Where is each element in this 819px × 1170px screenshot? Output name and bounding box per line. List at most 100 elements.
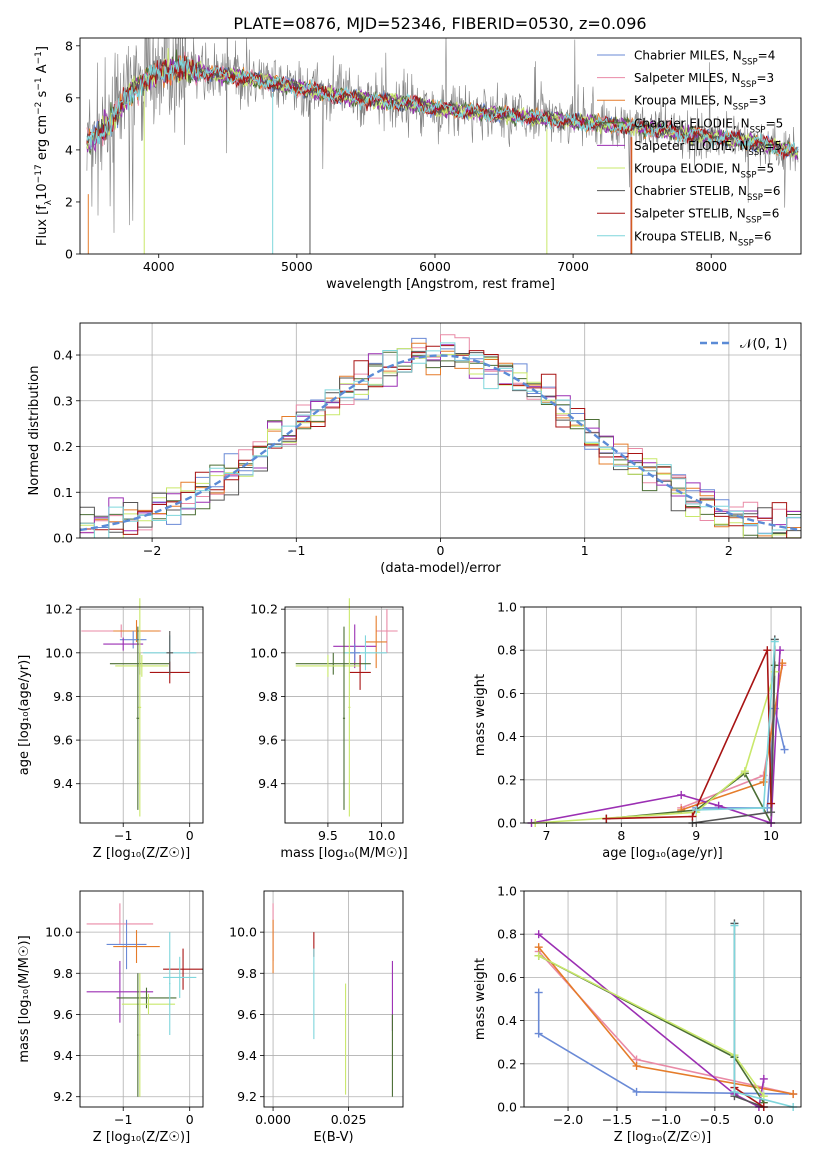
panel-residuals	[76, 322, 802, 542]
legend-entry-part: =3	[749, 94, 767, 108]
legend-entry: Chabrier ELODIE, NSSP=5	[634, 116, 783, 135]
y-tick-label: 0.2	[497, 772, 517, 787]
axes-frame	[284, 606, 404, 824]
y-axis-label-part: Flux [f	[35, 205, 50, 246]
y-tick-label: 9.6	[237, 1007, 257, 1022]
legend-entry-part: Chabrier ELODIE, N	[634, 116, 750, 130]
axes-frame	[79, 890, 204, 1108]
x-tick-label: 5000	[281, 259, 313, 274]
y-tick-label: 9.8	[258, 689, 278, 704]
x-tick-label: 9	[692, 828, 700, 843]
y-tick-label: 1.0	[497, 600, 517, 615]
y-tick-label: 9.4	[53, 776, 73, 791]
x-axis-label: Z [log₁₀(Z/Z☉)]	[614, 1130, 711, 1145]
x-tick-label: 0.025	[331, 1112, 367, 1127]
x-tick-label: 0.000	[255, 1112, 291, 1127]
series-line-chabrier-stelib	[692, 639, 776, 824]
legend-entry-part: SSP	[742, 58, 758, 68]
y-tick-label: 10.0	[229, 925, 257, 940]
panel-mass-vs-ebv	[260, 890, 404, 1111]
spectrum-lines	[86, 38, 799, 254]
y-tick-label: 9.2	[53, 1089, 73, 1104]
y-tick-label: 9.8	[53, 689, 73, 704]
panel-mass-weight-vs-Z	[520, 890, 802, 1111]
x-tick-label: 0	[437, 543, 445, 558]
series-line-kroupa-elodie	[535, 671, 776, 824]
x-tick-label: 4000	[143, 259, 175, 274]
x-tick-label: −2	[143, 543, 161, 558]
y-tick-label: 0.0	[53, 531, 73, 546]
legend-entry-part: Kroupa STELIB, N	[634, 229, 738, 243]
y-tick-label: 9.4	[258, 776, 278, 791]
y-axis-label: mass [log₁₀(M/M☉)]	[17, 935, 32, 1062]
x-tick-label: −1	[287, 543, 305, 558]
y-tick-label: 0.4	[497, 1013, 517, 1028]
y-tick-label: 0	[65, 247, 73, 262]
y-tick-label: 9.8	[237, 966, 257, 981]
legend-entry-part: Salpeter ELODIE, N	[634, 139, 748, 153]
axes-frame	[79, 322, 802, 539]
legend-entry-part: Chabrier STELIB, N	[634, 184, 747, 198]
legend-entry: Kroupa STELIB, NSSP=6	[634, 229, 772, 248]
y-tick-label: 0.3	[53, 393, 73, 408]
legend-entry-part: SSP	[738, 238, 754, 248]
y-axis-label: Normed distribution	[27, 366, 42, 496]
x-tick-label: 7000	[557, 259, 589, 274]
y-tick-label: 0.0	[497, 816, 517, 831]
legend-entry-part: Kroupa ELODIE, N	[634, 162, 741, 176]
y-axis-label-part: −17	[34, 164, 44, 183]
y-tick-label: 0.0	[497, 1100, 517, 1115]
x-tick-label: 10.0	[368, 828, 396, 843]
y-axis-label-part: λ	[44, 199, 54, 205]
legend-entry-part: SSP	[750, 125, 766, 135]
legend-entry-part: SSP	[741, 80, 757, 90]
x-axis-label: mass [log₁₀(M/M☉)]	[280, 846, 407, 861]
x-tick-label: −1	[114, 828, 132, 843]
y-tick-label: 0.2	[497, 1056, 517, 1071]
y-axis-label: mass weight	[473, 958, 488, 1040]
x-tick-label: 6000	[419, 259, 451, 274]
x-tick-label: 8000	[695, 259, 727, 274]
x-tick-label: −0.5	[700, 1112, 730, 1127]
legend-entry: Chabrier STELIB, NSSP=6	[634, 184, 781, 203]
gaussian-curve	[79, 354, 802, 532]
y-tick-label: 9.6	[53, 1007, 73, 1022]
y-tick-label: 10.0	[250, 645, 278, 660]
x-tick-label: 0.0	[754, 1112, 774, 1127]
x-axis-label: wavelength [Angstrom, rest frame]	[326, 277, 555, 292]
axes-frame	[263, 890, 404, 1108]
legend-entry: Chabrier MILES, NSSP=4	[634, 49, 775, 68]
x-tick-label: −2.0	[553, 1112, 583, 1127]
y-axis-label-part: ]	[35, 46, 50, 51]
histogram-kroupa-stelib	[80, 342, 801, 539]
legend-entry-part: =5	[766, 116, 784, 130]
legend-entry-part: SSP	[733, 103, 749, 113]
legend-entry-part: SSP	[748, 148, 764, 158]
y-axis-label-part: s	[35, 90, 50, 101]
y-tick-label: 0.6	[497, 970, 517, 985]
legend-entry-part: =6	[754, 229, 772, 243]
y-tick-label: 8	[65, 38, 73, 53]
y-tick-label: 0.8	[497, 927, 517, 942]
legend-entry: Kroupa MILES, NSSP=3	[634, 94, 766, 113]
figure-title: PLATE=0876, MJD=52346, FIBERID=0530, z=0…	[233, 14, 646, 33]
y-tick-label: 10.0	[45, 925, 73, 940]
y-axis-label-part: −2	[34, 102, 44, 115]
axes-frame	[523, 606, 802, 824]
plot-layer: Flux [fλ10−17 erg cm−2 s−1 A−1] Chabrier …	[17, 37, 802, 1145]
series-line-chabrier-miles	[696, 708, 786, 809]
legend-entry-part: =5	[756, 162, 774, 176]
y-tick-label: 0.4	[53, 348, 73, 363]
legend-entry-part: =4	[758, 49, 776, 63]
x-tick-label: 8	[617, 828, 625, 843]
y-tick-label: 9.4	[237, 1048, 257, 1063]
y-axis-label: mass weight	[473, 674, 488, 756]
y-tick-label: 0.4	[497, 729, 517, 744]
legend-entry-part: =5	[764, 139, 782, 153]
legend-entry-part: Salpeter MILES, N	[634, 71, 741, 85]
y-tick-label: 1.0	[497, 884, 517, 899]
x-tick-label: 10	[763, 828, 779, 843]
y-tick-label: 9.8	[53, 966, 73, 981]
panel-age-vs-Z	[76, 598, 204, 827]
